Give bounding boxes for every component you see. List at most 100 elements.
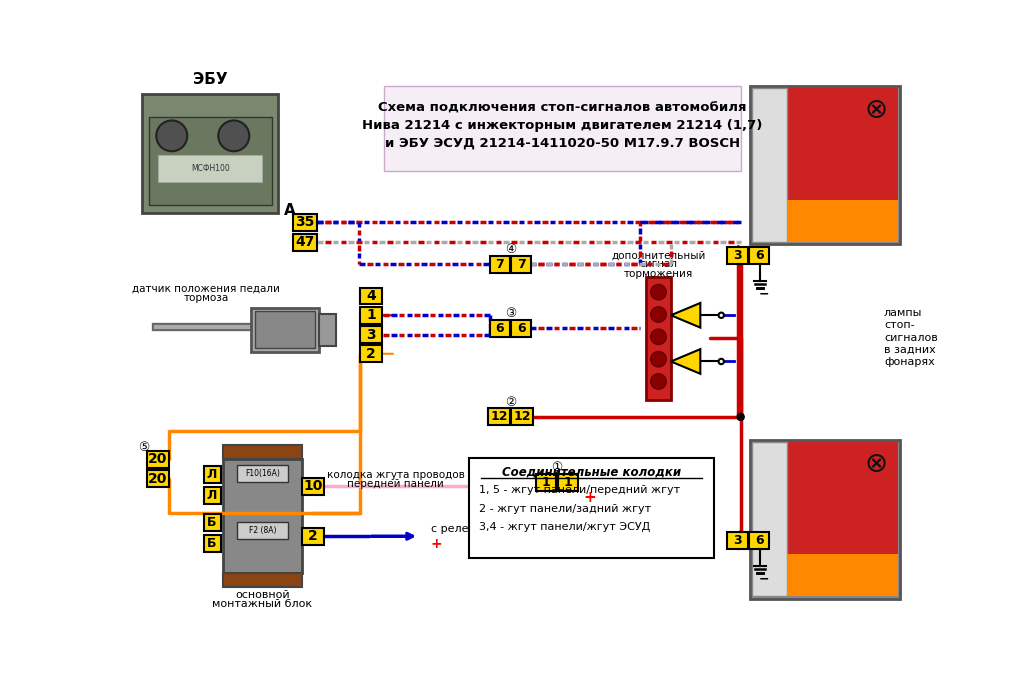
Bar [752,88,787,242]
Bar [511,320,531,337]
Text: 7: 7 [495,258,504,271]
Bar [223,573,302,587]
Bar [727,247,748,264]
Circle shape [736,413,745,421]
Bar [143,94,278,213]
Text: Л: Л [206,468,218,481]
Text: 1: 1 [541,476,550,489]
Text: −: − [759,288,769,301]
Bar [360,288,382,305]
Text: ④: ④ [505,243,517,256]
Bar [536,474,557,491]
Bar [787,554,898,596]
Text: 3: 3 [367,328,376,342]
Text: 2 - жгут панели/задний жгут: 2 - жгут панели/задний жгут [479,503,651,514]
Text: монтажный блок: монтажный блок [213,599,312,609]
Bar [223,445,302,459]
Bar [203,514,221,531]
Bar [787,443,898,554]
Text: Нива 21214 с инжекторным двигателем 21214 (1,7): Нива 21214 с инжекторным двигателем 2121… [363,119,763,132]
Text: торможения: торможения [623,268,693,279]
Text: ③: ③ [505,307,517,320]
Bar [490,320,509,337]
Bar [293,214,317,231]
Circle shape [719,359,724,364]
Bar [360,307,382,324]
Bar [147,451,168,468]
Bar [237,522,288,540]
Bar [511,408,533,426]
Bar [646,277,671,400]
Circle shape [156,120,187,151]
Bar [490,256,509,273]
Circle shape [651,307,667,322]
Bar [251,307,319,352]
Bar [302,477,324,494]
Bar [203,466,221,483]
Circle shape [651,352,667,367]
Text: Схема подключения стоп-сигналов автомобиля: Схема подключения стоп-сигналов автомоби… [378,101,747,114]
Text: 10: 10 [303,479,322,493]
Text: 6: 6 [495,322,504,335]
Text: ⊗: ⊗ [865,96,888,124]
Text: 4: 4 [366,289,376,303]
Text: с вывода "30": с вывода "30" [631,470,712,479]
Text: ЭБУ: ЭБУ [193,72,227,87]
Bar [158,155,263,182]
Circle shape [651,374,667,389]
Circle shape [219,120,250,151]
Text: дополнительный: дополнительный [611,250,706,260]
Text: 6: 6 [755,533,763,546]
Text: ⊗: ⊗ [865,450,888,478]
Bar [319,313,336,346]
Bar [511,256,531,273]
Text: фонарях: фонарях [884,357,935,367]
Text: 20: 20 [148,452,167,466]
Text: сигналов: сигналов [884,333,938,343]
Text: 47: 47 [296,235,314,249]
Bar [255,311,315,348]
Bar [360,326,382,343]
Text: +: + [583,490,596,505]
Bar [469,458,714,558]
Text: 3,4 - жгут панели/жгут ЭСУД: 3,4 - жгут панели/жгут ЭСУД [479,522,650,532]
Text: 35: 35 [296,215,314,229]
Bar [787,88,898,199]
Bar [752,443,787,596]
Text: тормоза: тормоза [183,292,228,303]
Bar [488,408,509,426]
Bar [203,535,221,552]
Bar [749,531,769,548]
Text: 1: 1 [366,308,376,322]
Bar [384,86,740,171]
Text: лампы: лампы [884,308,922,318]
Bar [223,459,302,573]
Text: Б: Б [207,516,217,529]
Text: ①: ① [551,461,563,474]
Text: 1, 5 - жгут панели/передний жгут: 1, 5 - жгут панели/передний жгут [479,485,680,495]
Circle shape [651,285,667,300]
Bar [787,199,898,242]
Polygon shape [671,349,700,374]
Text: 12: 12 [490,410,507,423]
Bar [149,117,272,205]
Text: 2: 2 [308,529,317,543]
Text: стоп-: стоп- [884,320,915,331]
Text: 1: 1 [564,476,572,489]
Text: 3: 3 [733,533,741,546]
Text: 20: 20 [148,471,167,486]
Text: F10(16A): F10(16A) [245,469,280,478]
Text: с реле зажигания: с реле зажигания [430,524,536,533]
Text: передней панели: передней панели [347,479,444,489]
Text: 6: 6 [517,322,526,335]
Bar [302,528,324,545]
Bar [360,346,382,362]
Circle shape [651,329,667,344]
Text: основной: основной [235,590,290,600]
Text: Л: Л [206,489,218,502]
Text: и ЭБУ ЭСУД 21214-1411020-50 М17.9.7 BOSCH: и ЭБУ ЭСУД 21214-1411020-50 М17.9.7 BOSC… [385,137,739,150]
Text: генератора: генератора [637,479,705,489]
Text: +: + [430,537,443,551]
Bar [203,487,221,504]
Text: 12: 12 [514,410,531,423]
